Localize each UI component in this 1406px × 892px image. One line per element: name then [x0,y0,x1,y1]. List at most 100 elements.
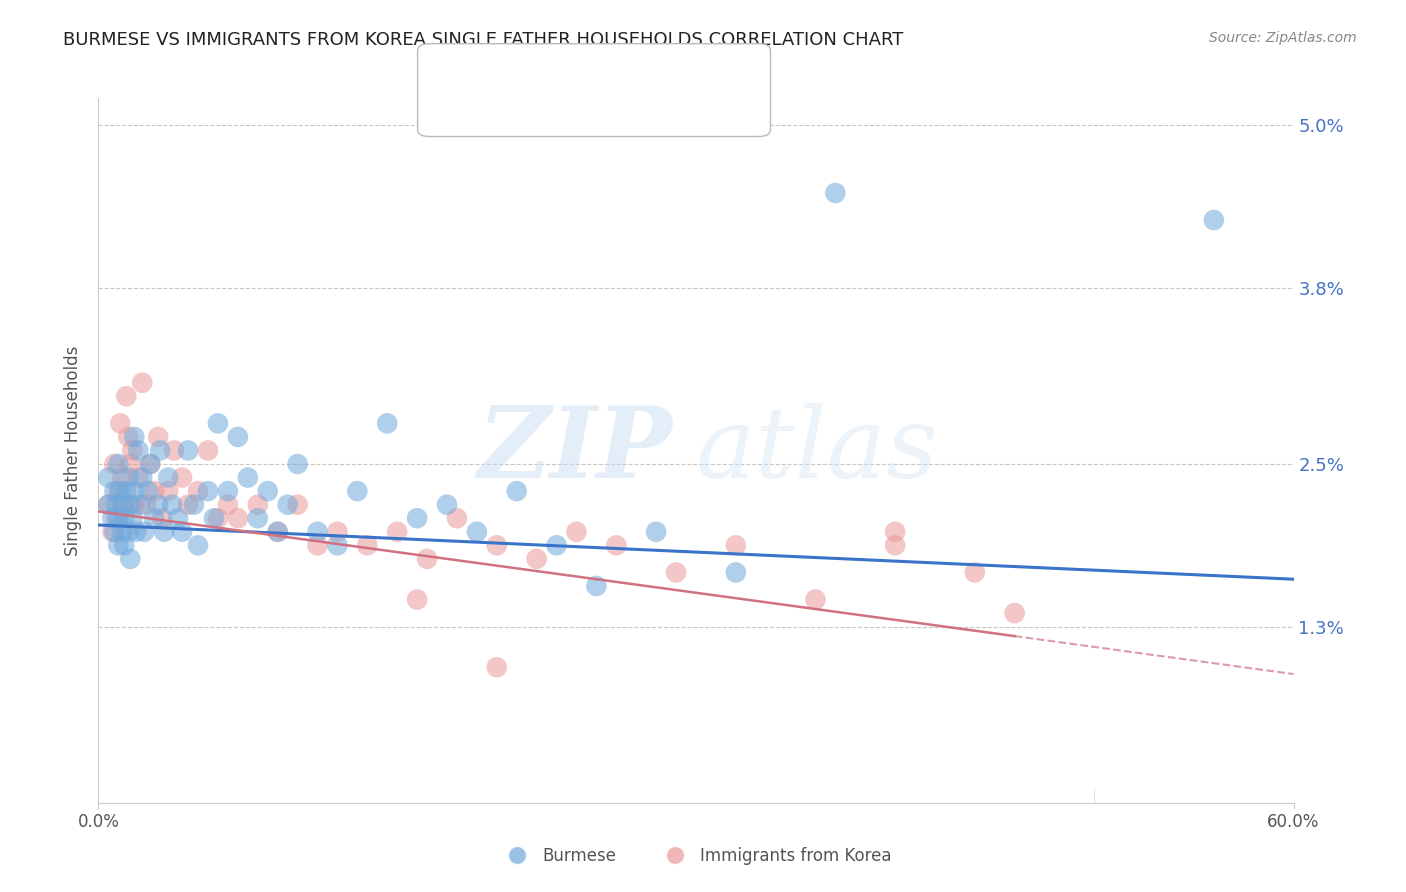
Point [124,498,146,512]
Point [1202,213,1225,227]
Point [246,511,269,525]
Point [121,511,143,525]
Point [326,524,349,539]
Point [207,417,229,431]
Point [485,538,508,552]
Point [526,552,548,566]
Point [645,524,668,539]
Point [105,511,128,525]
Point [963,566,986,580]
Point [111,470,134,484]
Point [287,457,309,471]
Point [506,484,529,499]
Text: -0.097: -0.097 [522,67,576,82]
Point [131,470,153,484]
Point [101,524,124,539]
Point [101,511,124,525]
Point [163,443,186,458]
Point [824,186,846,200]
Point [149,443,172,458]
Point [226,511,249,525]
Point [143,511,166,525]
Point [153,524,176,539]
Point [117,524,139,539]
Point [256,484,278,499]
Point [346,484,368,499]
Point [111,498,134,512]
Point [446,511,468,525]
Point [267,524,290,539]
Point [97,470,120,484]
Point [385,524,409,539]
Text: ■: ■ [446,65,464,84]
Point [605,538,627,552]
Point [187,538,209,552]
Point [1004,606,1026,620]
Text: 51: 51 [631,103,652,117]
Point [246,498,269,512]
Point [115,484,138,499]
Point [277,498,299,512]
Point [117,430,139,444]
Point [356,538,378,552]
Text: N =: N = [585,103,628,117]
Point [177,443,200,458]
Point [884,524,907,539]
Point [127,443,149,458]
Point [207,511,229,525]
Point [124,484,146,499]
Text: ■: ■ [446,100,464,120]
Point [197,484,219,499]
Point [197,443,219,458]
Point [136,484,159,499]
Point [107,457,129,471]
Point [111,524,134,539]
Text: Source: ZipAtlas.com: Source: ZipAtlas.com [1209,31,1357,45]
Point [103,524,125,539]
Text: R =: R = [479,67,513,82]
Text: R =: R = [479,103,513,117]
Point [565,524,588,539]
Point [143,484,166,499]
Point [112,498,135,512]
Point [115,389,138,403]
Point [124,430,146,444]
Point [127,470,149,484]
Text: N =: N = [585,67,628,82]
Point [157,484,180,499]
Point [112,538,135,552]
Point [105,498,128,512]
Point [103,484,125,499]
Text: atlas: atlas [696,403,939,498]
Point [375,417,398,431]
Point [107,538,129,552]
Point [884,538,907,552]
Point [416,552,439,566]
Point [724,566,747,580]
Point [406,592,429,607]
Text: 65: 65 [631,67,652,82]
Point [148,498,170,512]
Point [187,484,209,499]
Point [287,498,309,512]
Point [135,498,157,512]
Point [120,552,142,566]
Point [121,443,143,458]
Point [131,376,153,390]
Point [485,660,508,674]
Point [236,470,259,484]
Point [103,457,125,471]
Point [139,457,162,471]
Point [134,524,156,539]
Point [436,498,458,512]
Point [217,484,239,499]
Point [107,484,129,499]
Point [307,524,329,539]
Point [585,579,607,593]
Point [97,498,120,512]
Point [406,511,429,525]
Point [150,511,173,525]
Point [97,498,120,512]
Point [129,498,152,512]
Point [217,498,239,512]
